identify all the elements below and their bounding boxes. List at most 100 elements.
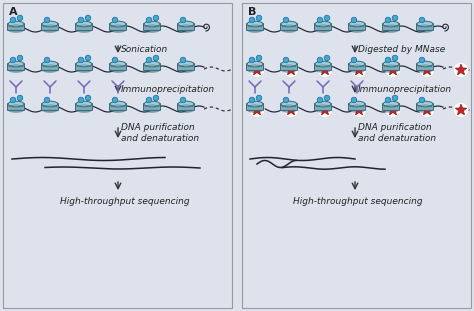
Text: B: B (248, 7, 256, 17)
FancyBboxPatch shape (75, 104, 92, 110)
Ellipse shape (315, 101, 331, 107)
Ellipse shape (247, 67, 263, 73)
Polygon shape (285, 64, 297, 75)
FancyBboxPatch shape (315, 63, 331, 71)
Polygon shape (456, 104, 467, 115)
Polygon shape (251, 104, 263, 115)
Text: A: A (9, 7, 18, 17)
Ellipse shape (110, 107, 126, 113)
FancyBboxPatch shape (383, 24, 400, 30)
Ellipse shape (8, 61, 24, 67)
Text: DNA purification
and denaturation: DNA purification and denaturation (121, 123, 199, 143)
Ellipse shape (349, 101, 365, 107)
Circle shape (85, 95, 91, 101)
Text: Digested by MNase: Digested by MNase (358, 44, 445, 53)
Circle shape (324, 95, 330, 101)
Circle shape (419, 103, 435, 118)
Ellipse shape (247, 107, 263, 113)
Ellipse shape (144, 67, 160, 73)
Circle shape (351, 97, 357, 103)
FancyBboxPatch shape (8, 104, 25, 110)
Ellipse shape (178, 101, 194, 107)
FancyBboxPatch shape (42, 24, 58, 30)
FancyBboxPatch shape (242, 3, 471, 308)
Ellipse shape (383, 101, 399, 107)
Circle shape (352, 103, 366, 118)
FancyBboxPatch shape (417, 104, 434, 110)
Ellipse shape (349, 61, 365, 67)
Circle shape (249, 17, 255, 23)
Ellipse shape (417, 101, 433, 107)
Circle shape (153, 15, 159, 21)
FancyBboxPatch shape (144, 24, 161, 30)
Ellipse shape (144, 107, 160, 113)
Circle shape (85, 15, 91, 21)
Ellipse shape (281, 61, 297, 67)
Ellipse shape (110, 21, 126, 27)
Circle shape (17, 55, 23, 61)
Circle shape (146, 97, 152, 103)
Text: DNA purification
and denaturation: DNA purification and denaturation (358, 123, 436, 143)
Ellipse shape (178, 27, 194, 33)
Ellipse shape (417, 107, 433, 113)
FancyBboxPatch shape (417, 24, 434, 30)
Ellipse shape (281, 101, 297, 107)
Circle shape (17, 95, 23, 101)
Circle shape (153, 55, 159, 61)
Circle shape (283, 103, 299, 118)
Ellipse shape (42, 67, 58, 73)
FancyBboxPatch shape (281, 63, 298, 71)
Ellipse shape (315, 21, 331, 27)
Circle shape (112, 57, 118, 63)
FancyBboxPatch shape (383, 63, 400, 71)
Ellipse shape (110, 27, 126, 33)
FancyBboxPatch shape (348, 24, 365, 30)
Circle shape (85, 55, 91, 61)
FancyBboxPatch shape (8, 63, 25, 71)
Ellipse shape (76, 101, 92, 107)
Circle shape (249, 103, 264, 118)
FancyBboxPatch shape (109, 24, 127, 30)
Ellipse shape (383, 21, 399, 27)
Circle shape (385, 63, 401, 77)
Ellipse shape (383, 61, 399, 67)
Circle shape (256, 95, 262, 101)
Ellipse shape (349, 27, 365, 33)
Ellipse shape (76, 21, 92, 27)
Ellipse shape (417, 27, 433, 33)
Ellipse shape (42, 61, 58, 67)
Circle shape (419, 57, 425, 63)
Circle shape (44, 57, 50, 63)
FancyBboxPatch shape (144, 104, 161, 110)
Circle shape (419, 97, 425, 103)
Polygon shape (387, 64, 399, 75)
Polygon shape (456, 64, 467, 75)
Circle shape (78, 97, 84, 103)
Ellipse shape (76, 67, 92, 73)
FancyBboxPatch shape (177, 104, 194, 110)
Circle shape (454, 103, 468, 118)
Ellipse shape (247, 101, 263, 107)
Polygon shape (353, 64, 365, 75)
FancyBboxPatch shape (109, 104, 127, 110)
Circle shape (392, 95, 398, 101)
Ellipse shape (315, 61, 331, 67)
Circle shape (392, 55, 398, 61)
Circle shape (249, 57, 255, 63)
Ellipse shape (144, 27, 160, 33)
Ellipse shape (8, 21, 24, 27)
Ellipse shape (383, 27, 399, 33)
FancyBboxPatch shape (42, 104, 58, 110)
Ellipse shape (110, 101, 126, 107)
Circle shape (249, 63, 264, 77)
FancyBboxPatch shape (315, 24, 331, 30)
Circle shape (17, 15, 23, 21)
Polygon shape (285, 104, 297, 115)
Circle shape (10, 97, 16, 103)
Ellipse shape (110, 61, 126, 67)
Circle shape (180, 97, 186, 103)
Ellipse shape (110, 67, 126, 73)
Ellipse shape (349, 107, 365, 113)
FancyBboxPatch shape (75, 63, 92, 71)
Ellipse shape (349, 21, 365, 27)
